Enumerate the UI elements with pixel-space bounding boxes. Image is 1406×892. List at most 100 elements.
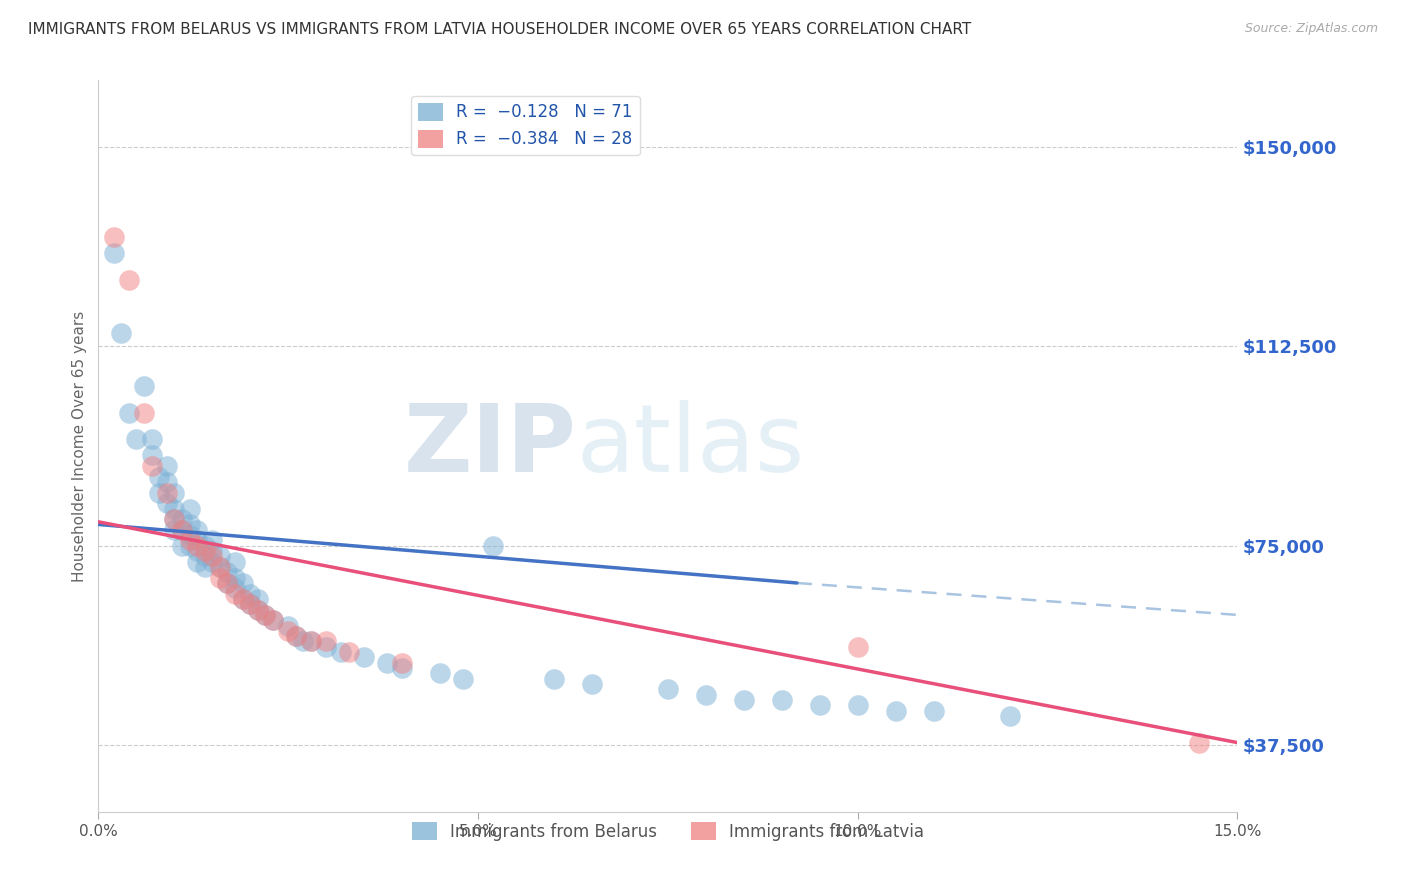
Point bbox=[232, 591, 254, 606]
Point bbox=[118, 406, 141, 420]
Point bbox=[156, 475, 179, 489]
Legend: Immigrants from Belarus, Immigrants from Latvia: Immigrants from Belarus, Immigrants from… bbox=[405, 815, 931, 847]
Point bbox=[695, 688, 717, 702]
Point bbox=[201, 555, 224, 569]
Y-axis label: Householder Income Over 65 years: Householder Income Over 65 years bbox=[72, 310, 87, 582]
Point bbox=[922, 704, 945, 718]
Point bbox=[224, 555, 246, 569]
Text: atlas: atlas bbox=[576, 400, 806, 492]
Point bbox=[118, 273, 141, 287]
Point bbox=[292, 634, 315, 648]
Text: Source: ZipAtlas.com: Source: ZipAtlas.com bbox=[1244, 22, 1378, 36]
Point bbox=[998, 709, 1021, 723]
Point bbox=[156, 496, 179, 510]
Point bbox=[657, 682, 679, 697]
Point bbox=[330, 645, 353, 659]
Point bbox=[163, 501, 186, 516]
Point bbox=[110, 326, 132, 340]
Point bbox=[262, 613, 284, 627]
Point bbox=[770, 693, 793, 707]
Point bbox=[254, 607, 277, 622]
Point bbox=[224, 582, 246, 596]
Point bbox=[808, 698, 831, 713]
Text: IMMIGRANTS FROM BELARUS VS IMMIGRANTS FROM LATVIA HOUSEHOLDER INCOME OVER 65 YEA: IMMIGRANTS FROM BELARUS VS IMMIGRANTS FR… bbox=[28, 22, 972, 37]
Point bbox=[179, 528, 201, 542]
Point bbox=[186, 539, 208, 553]
Point bbox=[239, 597, 262, 611]
Point bbox=[156, 458, 179, 473]
Point bbox=[170, 523, 193, 537]
Point bbox=[141, 458, 163, 473]
Point bbox=[194, 539, 217, 553]
Point bbox=[132, 406, 155, 420]
Point bbox=[148, 485, 170, 500]
Point bbox=[132, 379, 155, 393]
Point bbox=[186, 533, 208, 548]
Point bbox=[194, 544, 217, 558]
Point bbox=[239, 586, 262, 600]
Point bbox=[543, 672, 565, 686]
Point bbox=[482, 539, 505, 553]
Point bbox=[163, 485, 186, 500]
Point bbox=[201, 549, 224, 564]
Point bbox=[846, 698, 869, 713]
Point bbox=[224, 586, 246, 600]
Point bbox=[179, 533, 201, 548]
Point bbox=[194, 560, 217, 574]
Point bbox=[201, 533, 224, 548]
Point bbox=[163, 523, 186, 537]
Point bbox=[232, 576, 254, 591]
Point bbox=[224, 571, 246, 585]
Point bbox=[284, 629, 307, 643]
Point bbox=[239, 597, 262, 611]
Point bbox=[208, 560, 231, 574]
Point bbox=[429, 666, 451, 681]
Point bbox=[451, 672, 474, 686]
Point bbox=[103, 230, 125, 244]
Text: ZIP: ZIP bbox=[404, 400, 576, 492]
Point bbox=[246, 602, 269, 616]
Point bbox=[733, 693, 755, 707]
Point bbox=[217, 576, 239, 591]
Point bbox=[179, 501, 201, 516]
Point bbox=[141, 433, 163, 447]
Point bbox=[391, 656, 413, 670]
Point bbox=[170, 539, 193, 553]
Point bbox=[208, 560, 231, 574]
Point bbox=[148, 469, 170, 483]
Point bbox=[217, 576, 239, 591]
Point bbox=[284, 629, 307, 643]
Point bbox=[846, 640, 869, 654]
Point bbox=[186, 555, 208, 569]
Point bbox=[163, 512, 186, 526]
Point bbox=[163, 512, 186, 526]
Point bbox=[246, 602, 269, 616]
Point bbox=[277, 624, 299, 638]
Point bbox=[194, 549, 217, 564]
Point bbox=[125, 433, 148, 447]
Point bbox=[391, 661, 413, 675]
Point bbox=[315, 634, 337, 648]
Point bbox=[170, 512, 193, 526]
Point bbox=[201, 544, 224, 558]
Point bbox=[141, 448, 163, 462]
Point bbox=[315, 640, 337, 654]
Point bbox=[103, 246, 125, 260]
Point bbox=[217, 566, 239, 580]
Point bbox=[277, 618, 299, 632]
Point bbox=[179, 539, 201, 553]
Point bbox=[208, 571, 231, 585]
Point bbox=[254, 607, 277, 622]
Point bbox=[208, 549, 231, 564]
Point bbox=[299, 634, 322, 648]
Point bbox=[232, 591, 254, 606]
Point bbox=[337, 645, 360, 659]
Point bbox=[156, 485, 179, 500]
Point bbox=[884, 704, 907, 718]
Point bbox=[186, 544, 208, 558]
Point bbox=[353, 650, 375, 665]
Point bbox=[246, 591, 269, 606]
Point bbox=[186, 523, 208, 537]
Point bbox=[262, 613, 284, 627]
Point bbox=[375, 656, 398, 670]
